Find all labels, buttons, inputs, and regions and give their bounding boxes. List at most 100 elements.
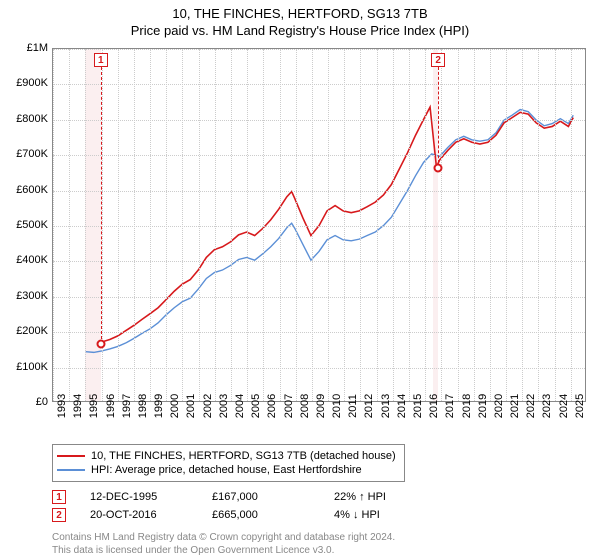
x-axis-label: 2025	[574, 394, 586, 418]
footer-note: Contains HM Land Registry data © Crown c…	[52, 532, 395, 557]
marker-box: 1	[94, 53, 108, 67]
annotation-delta: 22% ↑ HPI	[334, 491, 432, 503]
grid-line-v	[425, 49, 426, 401]
grid-line-v	[441, 49, 442, 401]
grid-line-v	[247, 49, 248, 401]
x-axis-label: 1994	[72, 394, 84, 418]
grid-line-v	[182, 49, 183, 401]
annotation-row: 1 12-DEC-1995 £167,000 22% ↑ HPI	[52, 490, 432, 504]
y-axis-label: £400K	[4, 254, 48, 266]
footer-line1: Contains HM Land Registry data © Crown c…	[52, 532, 395, 545]
marker-dashline	[101, 67, 102, 344]
legend: 10, THE FINCHES, HERTFORD, SG13 7TB (det…	[52, 444, 405, 482]
marker-box: 2	[431, 53, 445, 67]
grid-line-v	[555, 49, 556, 401]
x-axis-label: 2017	[444, 394, 456, 418]
grid-line-v	[118, 49, 119, 401]
x-axis-label: 2006	[266, 394, 278, 418]
annotation-date: 20-OCT-2016	[90, 509, 188, 521]
x-axis-label: 1998	[137, 394, 149, 418]
y-axis-label: £300K	[4, 290, 48, 302]
annotation-marker: 2	[52, 508, 66, 522]
x-axis-label: 1996	[105, 394, 117, 418]
annotation-marker: 1	[52, 490, 66, 504]
legend-item-hpi: HPI: Average price, detached house, East…	[57, 463, 396, 477]
legend-swatch	[57, 469, 85, 471]
grid-line-v	[538, 49, 539, 401]
y-axis-label: £100K	[4, 361, 48, 373]
grid-line-v	[199, 49, 200, 401]
grid-line-v	[490, 49, 491, 401]
chart-container: 10, THE FINCHES, HERTFORD, SG13 7TB Pric…	[0, 0, 600, 560]
annotation-price: £167,000	[212, 491, 310, 503]
annotation-delta: 4% ↓ HPI	[334, 509, 432, 521]
y-axis-label: £900K	[4, 77, 48, 89]
series-line-hpi	[86, 110, 574, 353]
grid-line-v	[409, 49, 410, 401]
x-axis-label: 2013	[380, 394, 392, 418]
grid-line-v	[53, 49, 54, 401]
x-axis-label: 2008	[299, 394, 311, 418]
x-axis-label: 2021	[509, 394, 521, 418]
x-axis-label: 2024	[558, 394, 570, 418]
grid-line-v	[474, 49, 475, 401]
grid-line-v	[360, 49, 361, 401]
grid-line-v	[150, 49, 151, 401]
marker-dot	[96, 339, 105, 348]
grid-line-v	[263, 49, 264, 401]
x-axis-label: 2022	[525, 394, 537, 418]
marker-dot	[434, 163, 443, 172]
x-axis-label: 2011	[347, 394, 359, 418]
footer-line2: This data is licensed under the Open Gov…	[52, 545, 395, 558]
grid-line-v	[393, 49, 394, 401]
x-axis-label: 1993	[56, 394, 68, 418]
grid-line-v	[296, 49, 297, 401]
grid-line-v	[328, 49, 329, 401]
x-axis-label: 1999	[153, 394, 165, 418]
x-axis-label: 2014	[396, 394, 408, 418]
y-axis-label: £600K	[4, 184, 48, 196]
legend-swatch	[57, 455, 85, 457]
y-axis-label: £1M	[4, 42, 48, 54]
y-axis-label: £0	[4, 396, 48, 408]
grid-line-v	[69, 49, 70, 401]
chart-title-line2: Price paid vs. HM Land Registry's House …	[0, 23, 600, 38]
legend-label: 10, THE FINCHES, HERTFORD, SG13 7TB (det…	[91, 450, 396, 462]
grid-line-v	[377, 49, 378, 401]
y-axis-label: £800K	[4, 113, 48, 125]
legend-item-price-paid: 10, THE FINCHES, HERTFORD, SG13 7TB (det…	[57, 449, 396, 463]
grid-line-v	[280, 49, 281, 401]
x-axis-label: 2007	[283, 394, 295, 418]
x-axis-label: 2016	[428, 394, 440, 418]
annotation-date: 12-DEC-1995	[90, 491, 188, 503]
grid-line-v	[231, 49, 232, 401]
x-axis-label: 1995	[88, 394, 100, 418]
grid-line-v	[458, 49, 459, 401]
x-axis-label: 2002	[202, 394, 214, 418]
x-axis-label: 2003	[218, 394, 230, 418]
x-axis-label: 2001	[185, 394, 197, 418]
grid-line-v	[85, 49, 86, 401]
title-block: 10, THE FINCHES, HERTFORD, SG13 7TB Pric…	[0, 0, 600, 38]
y-axis-label: £700K	[4, 148, 48, 160]
annotation-row: 2 20-OCT-2016 £665,000 4% ↓ HPI	[52, 508, 432, 522]
annotation-table: 1 12-DEC-1995 £167,000 22% ↑ HPI 2 20-OC…	[52, 490, 432, 526]
x-axis-label: 2005	[250, 394, 262, 418]
grid-line-v	[312, 49, 313, 401]
annotation-price: £665,000	[212, 509, 310, 521]
chart-title-line1: 10, THE FINCHES, HERTFORD, SG13 7TB	[0, 6, 600, 21]
x-axis-label: 2015	[412, 394, 424, 418]
x-axis-label: 2004	[234, 394, 246, 418]
x-axis-label: 2012	[363, 394, 375, 418]
x-axis-label: 2009	[315, 394, 327, 418]
x-axis-label: 1997	[121, 394, 133, 418]
y-axis-label: £500K	[4, 219, 48, 231]
x-axis-label: 2000	[169, 394, 181, 418]
grid-line-v	[134, 49, 135, 401]
plot-area: 12	[52, 48, 586, 402]
grid-line-v	[166, 49, 167, 401]
grid-line-v	[344, 49, 345, 401]
marker-dashline	[438, 67, 439, 168]
grid-line-v	[571, 49, 572, 401]
x-axis-label: 2023	[541, 394, 553, 418]
